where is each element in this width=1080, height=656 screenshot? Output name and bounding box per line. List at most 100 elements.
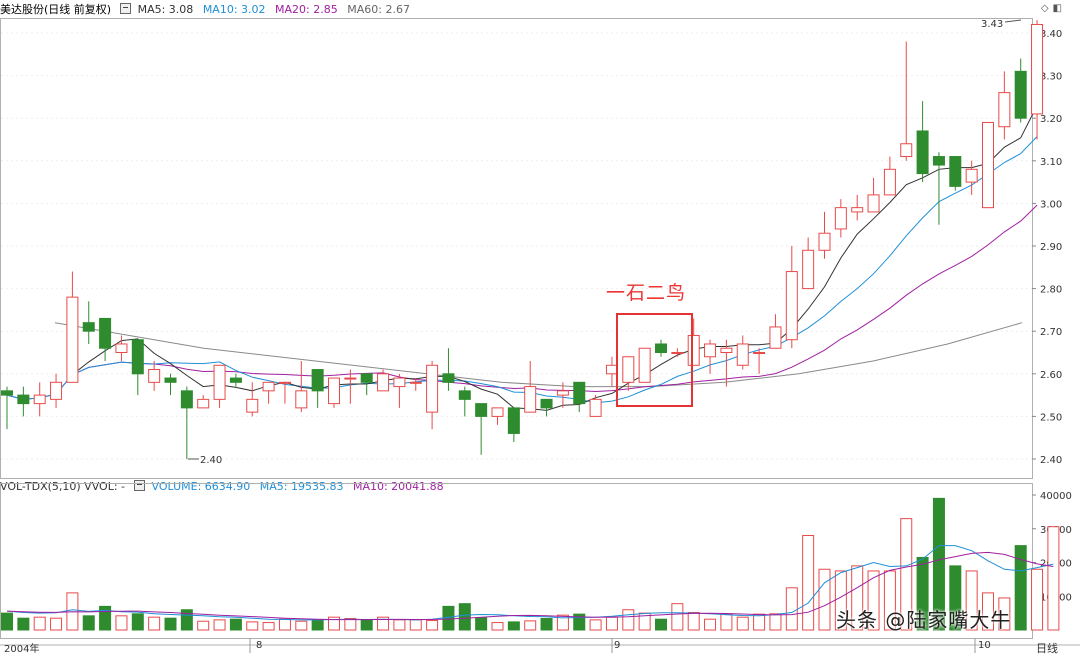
candle-body: [148, 369, 161, 383]
stock-title: 美达股份(日线 前复权): [0, 3, 112, 16]
candle-body: [1, 390, 13, 396]
ma5-readout: MA5: 3.08: [137, 3, 194, 16]
ma10-readout: MA10: 3.02: [202, 3, 266, 16]
volume-bar: [1031, 568, 1044, 631]
volume-bar: [295, 620, 308, 631]
volume-bar: [17, 617, 30, 631]
volume-bar: [377, 616, 390, 631]
volume-bar: [99, 605, 112, 631]
price-header: 美达股份(日线 前复权) MA5: 3.08 MA10: 3.02 MA20: …: [0, 1, 416, 19]
volume-bar: [851, 565, 864, 631]
x-label-2004: 2004年: [4, 644, 40, 655]
annotation-label: 一石二鸟: [606, 282, 687, 304]
volume-bar: [33, 616, 46, 631]
candle-body: [344, 377, 357, 380]
candle-body: [393, 377, 406, 388]
volume-bar: [589, 619, 602, 631]
candle-body: [50, 381, 63, 400]
volume-bar: [982, 592, 994, 631]
volume-bar: [867, 570, 880, 631]
candle-body: [671, 352, 684, 354]
candle-body: [115, 343, 128, 354]
candle-body: [246, 398, 259, 413]
price-tick-label: 2.90: [1040, 242, 1062, 253]
candle-body: [704, 343, 717, 358]
candle-body: [409, 381, 422, 384]
volume-bar: [180, 609, 193, 631]
x-label-10: 10: [978, 640, 991, 651]
price-tick-label: 2.60: [1040, 370, 1062, 381]
volume-bar: [458, 603, 471, 631]
volume-bar: [736, 616, 749, 631]
settings-icon[interactable]: [120, 3, 132, 14]
volume-bar: [753, 613, 766, 631]
volume-bar: [556, 614, 569, 631]
price-tick-label: 3.00: [1040, 199, 1062, 210]
candle-body: [638, 347, 651, 383]
volume-bar: [426, 620, 439, 631]
candle-body: [507, 407, 520, 434]
candle-body: [687, 334, 700, 366]
candle-body: [932, 156, 945, 166]
price-panel-frame: [0, 18, 1033, 479]
candle-body: [965, 168, 978, 183]
candle-body: [213, 364, 226, 400]
candle-body: [753, 352, 766, 354]
candle-body: [262, 381, 275, 392]
volume-bar: [605, 616, 618, 631]
ma60-readout: MA60: 2.67: [347, 3, 410, 16]
volume-bar: [278, 618, 291, 631]
top-right-icons: ◇ ◧: [1037, 3, 1062, 14]
candle-body: [818, 232, 831, 251]
candle-body: [867, 194, 880, 213]
candle-body: [180, 390, 193, 409]
volume-bar: [507, 621, 520, 631]
volume-bar: [148, 616, 161, 631]
square-icon[interactable]: ◧: [1052, 3, 1062, 14]
volume-bar: [769, 613, 782, 631]
candle-body: [851, 207, 864, 213]
candle-body: [1031, 23, 1044, 115]
volume-bar: [409, 619, 422, 631]
volume-bar: [818, 568, 831, 631]
price-tick-label: 2.40: [1040, 455, 1062, 466]
candle-body: [622, 356, 635, 383]
diamond-icon[interactable]: ◇: [1040, 3, 1049, 14]
candle-body: [311, 369, 324, 392]
candle-body: [900, 143, 913, 158]
volume-bar: [916, 556, 929, 631]
volume-bar: [246, 621, 259, 631]
candle-body: [360, 373, 373, 383]
volume-bar: [1014, 545, 1027, 631]
volume-bar: [720, 613, 733, 631]
volume-bar: [671, 603, 684, 631]
candle-body: [131, 339, 144, 375]
candle-body: [720, 347, 733, 353]
candle-body: [442, 373, 455, 383]
volume-bar: [50, 617, 63, 631]
vol-settings-icon[interactable]: [134, 480, 145, 491]
volume-bar: [655, 618, 667, 631]
candle-body: [475, 403, 488, 417]
volume-bar: [802, 535, 815, 631]
candle-body: [655, 343, 667, 354]
x-label-9: 9: [614, 640, 621, 651]
volume-bar: [1, 612, 13, 631]
candle-body: [556, 390, 569, 396]
candle-body: [769, 326, 782, 349]
candle-body: [883, 168, 896, 196]
candle-body: [295, 390, 308, 409]
volume-bar: [197, 620, 210, 631]
candle-body: [99, 317, 112, 349]
candle-body: [278, 381, 291, 384]
volume-bar: [82, 615, 95, 631]
ma60-line: [54, 322, 1023, 388]
volume-bar: [328, 616, 340, 631]
volume-bar: [115, 615, 128, 631]
candle-body: [605, 364, 618, 375]
candle-body: [458, 390, 471, 400]
candle-body: [66, 296, 79, 383]
volume-ma5-line: [6, 545, 1054, 621]
candle-body: [982, 121, 994, 209]
